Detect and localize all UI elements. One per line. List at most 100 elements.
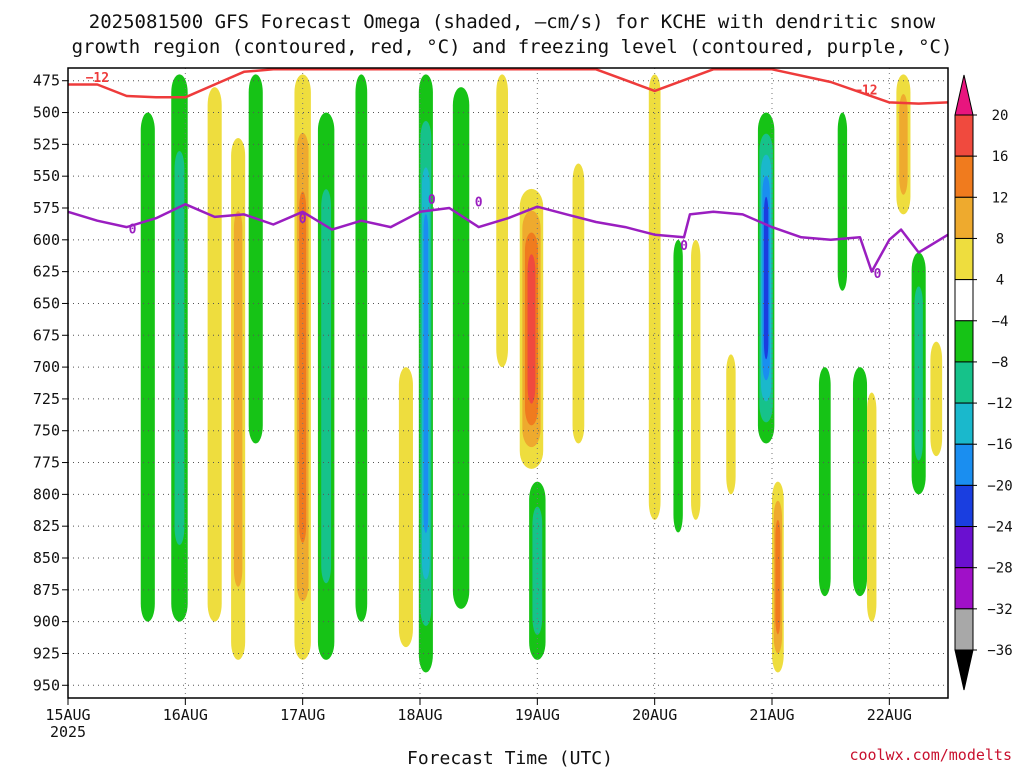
- contour-label-7: 0: [874, 267, 882, 282]
- omega-cell-7-0: [355, 74, 368, 622]
- colorbar-bin-8: [954, 402, 974, 445]
- y-tick-label-800: 800: [33, 485, 60, 503]
- x-tick-label-20AUG: 20AUG: [632, 706, 677, 724]
- colorbar-bin-12: [954, 567, 974, 610]
- y-tick-label-575: 575: [33, 199, 60, 217]
- y-tick-label-925: 925: [33, 644, 60, 662]
- omega-cell-19-4: [763, 196, 769, 360]
- colorbar-bin-2: [954, 155, 974, 198]
- contour-label-1: −12: [854, 84, 877, 99]
- y-tick-label-650: 650: [33, 294, 60, 312]
- colorbar-bin-9: [954, 443, 974, 486]
- pressure-axis: 475 500 525 550 575 600 625 650 675 700 725 750 775 8…: [33, 72, 68, 694]
- y-tick-label-875: 875: [33, 581, 60, 599]
- omega-cell-10-0: [452, 87, 470, 609]
- colorbar-label-0: 20: [992, 108, 1009, 124]
- x-tick-label-18AUG: 18AUG: [397, 706, 442, 724]
- x-tick-label-16AUG: 16AUG: [163, 706, 208, 724]
- plot-frame: [67, 67, 949, 699]
- y-tick-label-900: 900: [33, 613, 60, 631]
- y-tick-label-675: 675: [33, 326, 60, 344]
- colorbar-bin-3: [954, 196, 974, 239]
- y-tick-label-600: 600: [33, 231, 60, 249]
- x-axis-year: 2025: [50, 723, 86, 741]
- y-tick-label-625: 625: [33, 263, 60, 281]
- contour-label-2: 0: [129, 222, 137, 237]
- y-tick-label-750: 750: [33, 422, 60, 440]
- chart-title-line-2: growth region (contoured, red, °C) and f…: [72, 36, 953, 58]
- colorbar-bin-10: [954, 484, 974, 528]
- colorbar-label-6: −8: [992, 355, 1009, 371]
- y-tick-label-950: 950: [33, 676, 60, 694]
- y-tick-label-850: 850: [33, 549, 60, 567]
- colorbar-label-12: −32: [987, 602, 1012, 618]
- y-tick-label-775: 775: [33, 454, 60, 472]
- colorbar-label-11: −28: [987, 561, 1012, 577]
- colorbar-bin-13: [954, 608, 974, 651]
- omega-cell-26-1: [914, 286, 923, 461]
- x-tick-label-22AUG: 22AUG: [867, 706, 912, 724]
- colorbar-label-4: 4: [996, 273, 1004, 289]
- colorbar-bin-4: [954, 237, 974, 281]
- omega-cell-4-0: [248, 74, 263, 444]
- colorbar-label-7: −12: [987, 396, 1012, 412]
- plot-area: −12 −12 0 0 0 0 0 0: [67, 67, 949, 699]
- colorbar-label-13: −36: [987, 643, 1012, 659]
- omega-cell-16-0: [673, 239, 683, 533]
- omega-cell-18-0: [726, 354, 736, 495]
- contour-label-4: 0: [428, 193, 436, 208]
- colorbar-label-9: −20: [987, 478, 1012, 494]
- x-axis-title: Forecast Time (UTC): [407, 748, 613, 768]
- colorbar-label-10: −24: [987, 520, 1012, 536]
- omega-cell-6-1: [321, 189, 332, 584]
- x-tick-label-15AUG: 15AUG: [45, 706, 90, 724]
- colorbar-label-5: −4: [992, 314, 1009, 330]
- y-tick-label-825: 825: [33, 517, 60, 535]
- colorbar-label-2: 12: [992, 190, 1009, 206]
- contour-label-5: 0: [475, 196, 483, 211]
- omega-cell-27-0: [930, 341, 943, 457]
- colorbar-bin-6: [954, 320, 974, 363]
- omega-cell-13-1: [532, 506, 543, 635]
- y-tick-label-525: 525: [33, 135, 60, 153]
- y-tick-label-725: 725: [33, 390, 60, 408]
- contour-line-0: [68, 68, 949, 105]
- contour-label-3: 0: [299, 212, 307, 227]
- omega-cell-1-1: [174, 150, 185, 546]
- contour-line-1: [67, 202, 949, 273]
- colorbar: 20 16 12 8 4 −4 −8 −12 −16 −20 −24 −28 −32 −36: [954, 74, 1013, 691]
- omega-cell-15-0: [648, 74, 661, 520]
- omega-cell-0-0: [140, 112, 155, 622]
- omega-cell-9-3: [423, 213, 429, 533]
- colorbar-bin-7: [954, 361, 974, 404]
- colorbar-top-arrow: [954, 74, 974, 116]
- y-tick-label-550: 550: [33, 167, 60, 185]
- omega-cell-2-0: [207, 87, 222, 622]
- omega-cell-5-2: [299, 191, 307, 543]
- contour-label-0: −12: [86, 71, 109, 86]
- chart-title-line-1: 2025081500 GFS Forecast Omega (shaded, –…: [89, 11, 936, 33]
- omega-cell-21-0: [818, 367, 831, 597]
- y-tick-label-700: 700: [33, 358, 60, 376]
- y-tick-label-475: 475: [33, 72, 60, 90]
- colorbar-bin-1: [954, 114, 974, 157]
- colorbar-label-3: 8: [996, 231, 1004, 247]
- omega-cell-24-0: [867, 392, 877, 622]
- contour-lines: −12 −12 0 0 0 0 0 0: [67, 68, 949, 282]
- colorbar-bottom-arrow: [954, 649, 974, 691]
- contour-label-6: 0: [680, 239, 688, 254]
- omega-cell-12-3: [527, 254, 536, 404]
- x-tick-label-17AUG: 17AUG: [280, 706, 325, 724]
- omega-cell-8-0: [398, 367, 413, 648]
- time-axis: 15AUG 16AUG 17AUG 18AUG 19AUG 20AUG 21AUG 22AUG: [45, 698, 912, 724]
- colorbar-bin-5: [954, 279, 974, 322]
- colorbar-bin-11: [954, 526, 974, 569]
- omega-cell-22-0: [837, 112, 848, 291]
- x-tick-label-21AUG: 21AUG: [749, 706, 794, 724]
- y-tick-label-500: 500: [33, 104, 60, 122]
- x-tick-label-19AUG: 19AUG: [515, 706, 560, 724]
- grid-lines: [68, 68, 948, 698]
- omega-cell-23-0: [852, 367, 868, 597]
- colorbar-label-8: −16: [987, 437, 1012, 453]
